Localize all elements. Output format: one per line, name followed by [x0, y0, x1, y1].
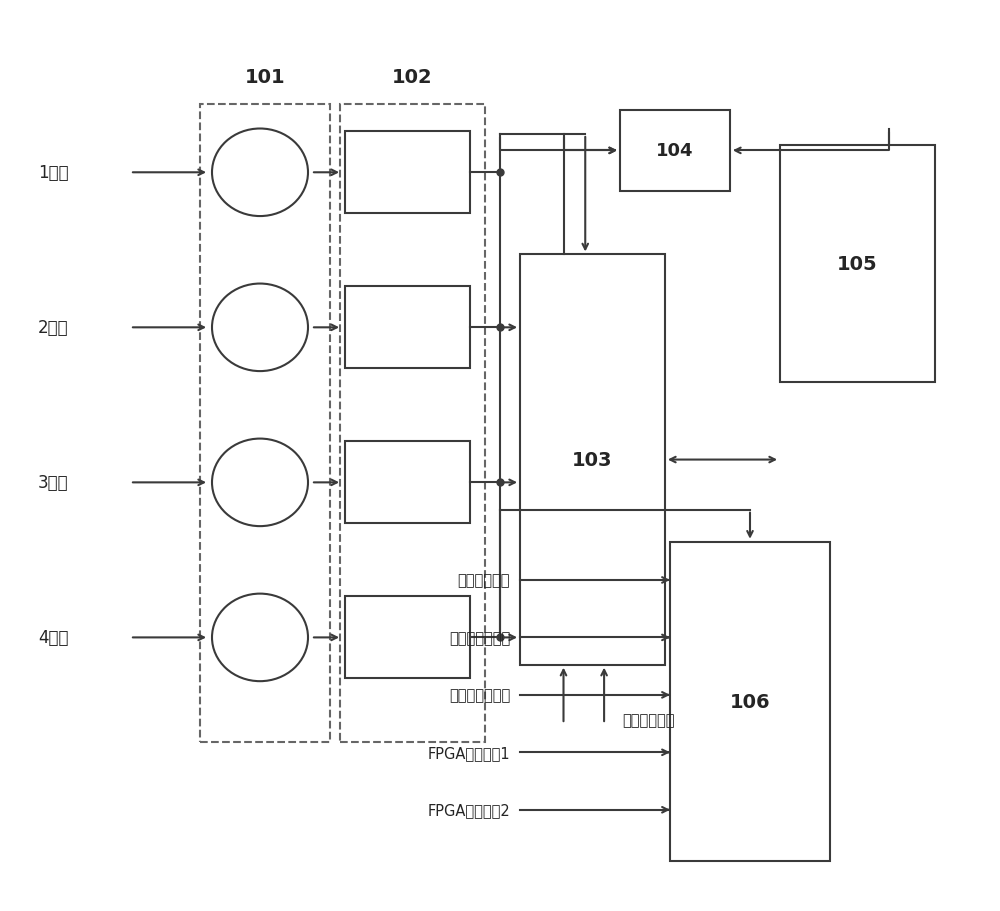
Text: 主波开始信号: 主波开始信号 — [458, 573, 510, 588]
Text: 101: 101 — [245, 68, 285, 87]
Text: 106: 106 — [730, 692, 770, 711]
Bar — [620, 111, 730, 191]
Text: 参考校时时钟: 参考校时时钟 — [622, 712, 675, 727]
Text: 校准脉冲下降沿: 校准脉冲下降沿 — [449, 688, 510, 702]
Text: 3通道: 3通道 — [38, 474, 69, 492]
Bar — [345, 287, 470, 369]
Text: 1通道: 1通道 — [38, 164, 69, 182]
Text: FPGA同步脉冲2: FPGA同步脉冲2 — [427, 803, 510, 817]
Bar — [345, 442, 470, 524]
Text: 校准脉冲上升沿: 校准脉冲上升沿 — [449, 630, 510, 645]
Bar — [340, 105, 485, 742]
Text: 4通道: 4通道 — [38, 629, 68, 647]
Bar — [345, 132, 470, 214]
Text: 105: 105 — [837, 255, 878, 273]
Text: FPGA同步脉冲1: FPGA同步脉冲1 — [427, 745, 510, 760]
Text: 103: 103 — [572, 451, 613, 469]
Bar — [345, 597, 470, 679]
Text: 104: 104 — [656, 142, 694, 160]
Bar — [200, 105, 330, 742]
Bar — [670, 542, 830, 861]
Bar — [520, 255, 665, 665]
Bar — [780, 146, 935, 383]
Text: 102: 102 — [392, 68, 433, 87]
Text: 2通道: 2通道 — [38, 319, 69, 337]
